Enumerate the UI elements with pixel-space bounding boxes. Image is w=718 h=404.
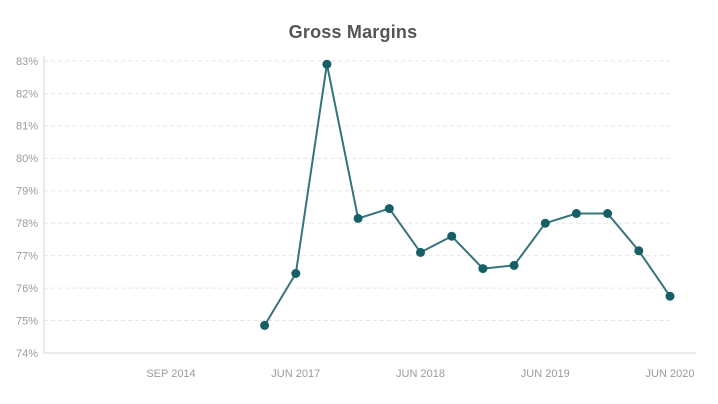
y-tick-label: 77% [16,251,38,263]
x-tick-label: JUN 2020 [646,368,695,380]
y-tick-label: 74% [16,348,38,360]
y-tick-label: 78% [16,218,38,230]
data-point[interactable] [322,59,332,69]
y-tick-label: 80% [16,153,38,165]
y-tick-label: 81% [16,121,38,133]
y-tick-label: 76% [16,283,38,295]
y-tick-label: 83% [16,56,38,68]
data-point[interactable] [603,209,613,218]
data-point[interactable] [665,291,675,301]
data-point[interactable] [571,209,581,218]
y-tick-label: 82% [16,88,38,100]
data-point[interactable] [478,264,488,274]
data-point[interactable] [540,218,550,228]
x-tick-label: JUN 2017 [271,368,320,380]
data-point[interactable] [291,269,301,278]
x-tick-label: SEP 2014 [146,368,195,380]
data-point[interactable] [384,204,394,214]
y-tick-label: 75% [16,315,38,327]
series-line [263,63,671,327]
chart-title: Gross Margins [288,22,418,42]
data-point[interactable] [447,231,457,241]
data-point[interactable] [353,213,363,223]
data-point[interactable] [509,260,519,270]
y-tick-label: 79% [16,186,38,198]
x-tick-label: JUN 2019 [521,368,570,380]
x-tick-label: JUN 2018 [396,368,445,380]
data-point[interactable] [260,320,270,330]
data-point[interactable] [416,247,425,257]
data-point[interactable] [634,246,644,256]
